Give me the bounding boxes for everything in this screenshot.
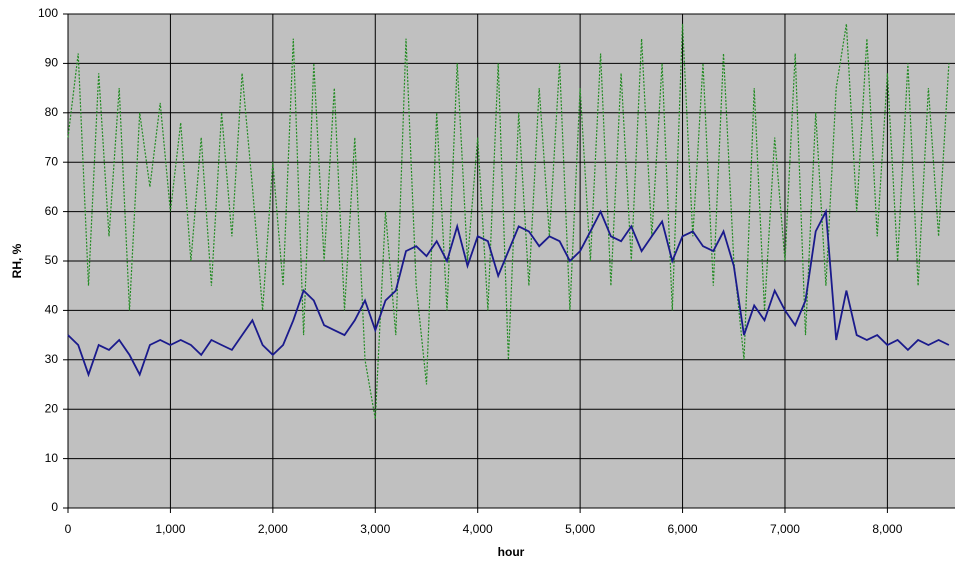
x-tick-label: 7,000 (770, 522, 800, 536)
x-tick-label: 2,000 (258, 522, 288, 536)
series-line (67, 208, 950, 378)
x-tick-label: 6,000 (668, 522, 698, 536)
y-tick-label: 50 (45, 253, 59, 267)
y-tick-label: 30 (45, 352, 59, 366)
y-tick-label: 20 (45, 401, 59, 415)
x-tick-label: 4,000 (463, 522, 493, 536)
y-tick-label: 90 (45, 56, 59, 70)
x-tick-label: 0 (65, 522, 72, 536)
x-axis-title: hour (498, 545, 525, 559)
y-tick-label: 100 (38, 6, 58, 20)
x-tick-label: 5,000 (565, 522, 595, 536)
y-tick-label: 0 (51, 500, 58, 514)
y-tick-label: 40 (45, 303, 59, 317)
x-tick-label: 8,000 (872, 522, 902, 536)
y-tick-label: 60 (45, 204, 59, 218)
y-tick-label: 70 (45, 154, 59, 168)
y-axis-title: RH, % (10, 243, 24, 278)
y-tick-label: 10 (45, 451, 59, 465)
y-tick-label: 80 (45, 105, 59, 119)
x-tick-label: 3,000 (360, 522, 390, 536)
x-tick-label: 1,000 (155, 522, 185, 536)
